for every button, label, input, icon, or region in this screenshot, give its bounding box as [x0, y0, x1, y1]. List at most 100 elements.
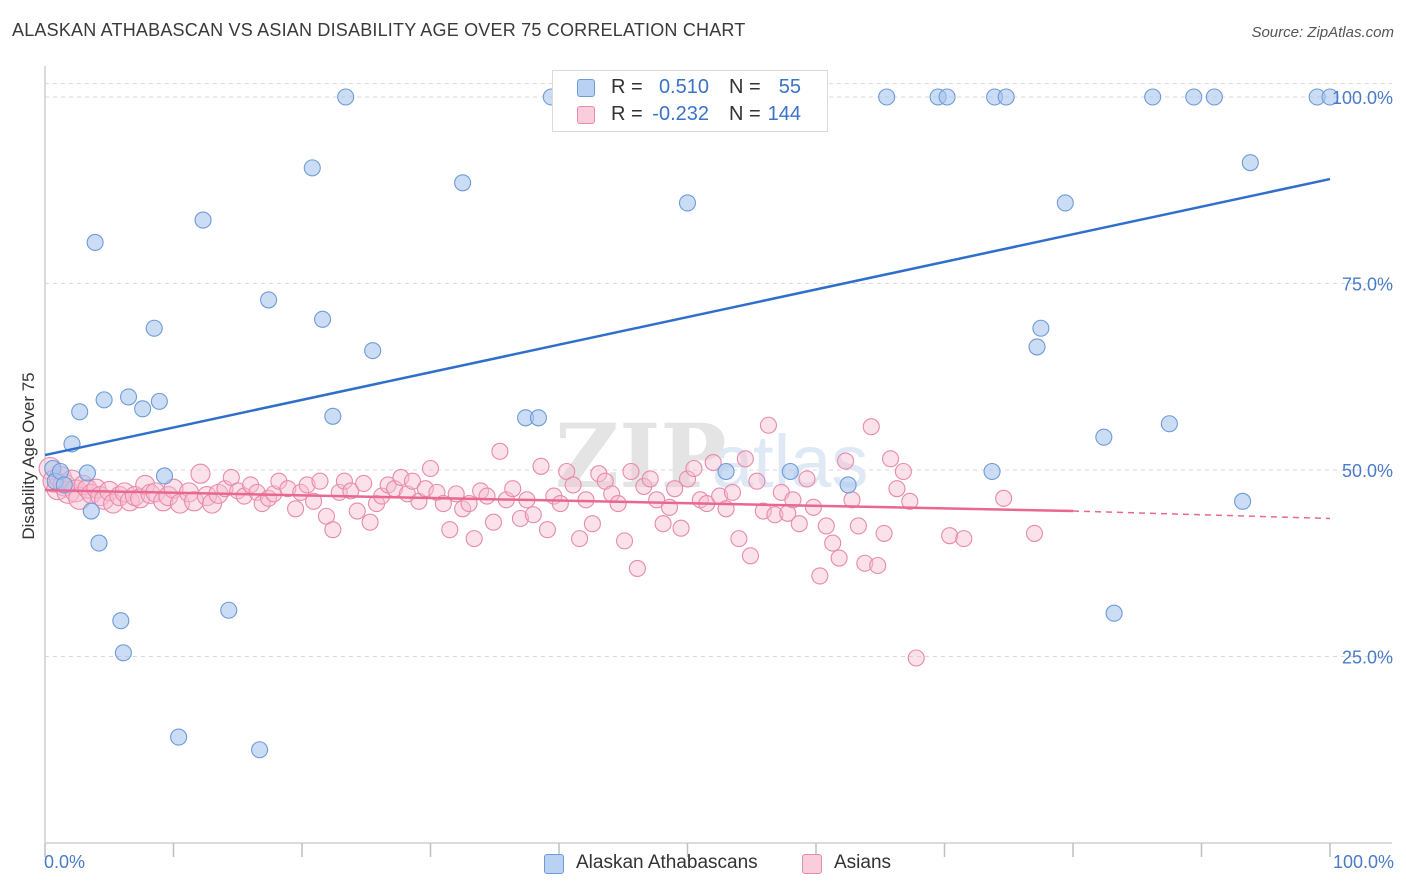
- asian-point: [361, 513, 379, 531]
- legend-swatch-pink: [577, 106, 595, 124]
- athabascan-point: [1241, 154, 1259, 172]
- athabascan-point: [71, 403, 89, 421]
- asian-point: [491, 442, 509, 460]
- asian-point: [311, 472, 329, 490]
- athabascan-point: [1095, 428, 1113, 446]
- athabascan-point: [95, 391, 113, 409]
- asian-point: [736, 450, 754, 468]
- asian-point: [609, 495, 627, 513]
- x-tick-max: 100.0%: [1332, 852, 1394, 872]
- legend-swatch-pink: [802, 854, 822, 874]
- asian-point: [798, 470, 816, 488]
- athabascan-point: [1105, 604, 1123, 622]
- asian-point: [628, 559, 646, 578]
- athabascan-point: [1205, 88, 1223, 106]
- asian-point: [324, 521, 342, 539]
- athabascan-point: [997, 88, 1015, 106]
- asian-point: [759, 416, 778, 434]
- athabascan-point: [78, 464, 96, 482]
- asian-point: [511, 509, 530, 528]
- asian-point: [678, 470, 697, 488]
- asian-point: [875, 524, 893, 542]
- athabascan-point: [303, 159, 321, 177]
- athabascan-point: [1234, 492, 1252, 510]
- asian-point: [403, 472, 422, 490]
- legend-r-label: R =: [611, 76, 643, 98]
- athabascan-point: [717, 462, 735, 481]
- chart-title: ALASKAN ATHABASCAN VS ASIAN DISABILITY A…: [12, 20, 746, 40]
- asian-point: [571, 530, 589, 548]
- asian-point: [824, 534, 842, 552]
- asian-point: [641, 470, 659, 488]
- legend-swatch-blue: [577, 79, 595, 97]
- asian-point: [888, 480, 906, 498]
- athabascan-point: [82, 502, 100, 520]
- athabascan-point: [260, 291, 278, 309]
- asian-point: [421, 459, 440, 478]
- asian-point: [305, 492, 323, 510]
- asian-point: [434, 495, 452, 513]
- asian-point: [672, 519, 690, 537]
- athabascan-point: [55, 476, 73, 494]
- asian-point: [348, 502, 366, 520]
- asian-point: [287, 500, 305, 518]
- asian-point: [894, 462, 912, 481]
- asian-point: [869, 556, 887, 575]
- athabascan-point: [529, 409, 547, 427]
- legend-n-value: 55: [778, 76, 801, 98]
- athabascan-point: [112, 612, 130, 630]
- asian-point: [504, 480, 522, 498]
- legend-n-label: N =: [729, 103, 761, 125]
- asian-point: [881, 450, 900, 468]
- athabascan-point: [1144, 88, 1162, 106]
- asian-point: [615, 532, 634, 550]
- legend-label: Alaskan Athabascans: [576, 852, 758, 873]
- athabascan-point: [251, 741, 269, 759]
- athabascan-point: [314, 310, 332, 328]
- athabascan-point: [155, 467, 174, 485]
- athabascan-point: [1028, 338, 1046, 356]
- asian-point: [130, 488, 151, 509]
- asian-point: [342, 482, 360, 500]
- asian-trendline-extension: [1072, 510, 1331, 520]
- legend-n-value: 144: [767, 103, 801, 125]
- alaskan-athabascans-points: [44, 88, 1339, 759]
- x-tick-min: 0.0%: [44, 852, 86, 872]
- asian-point: [484, 513, 503, 531]
- athabascan-point: [90, 534, 108, 552]
- asian-point: [723, 483, 742, 501]
- asian-point: [704, 453, 722, 472]
- athabascan-point: [1321, 88, 1339, 106]
- athabascan-point: [134, 400, 152, 418]
- asian-point: [730, 530, 748, 548]
- asians-points: [38, 416, 1043, 667]
- athabascan-point: [781, 462, 799, 481]
- source-label: Source: ZipAtlas.com: [1251, 24, 1394, 41]
- legend-row-athabascan: R = 0.510 N = 55: [553, 75, 827, 101]
- asian-point: [465, 530, 483, 548]
- y-tick-label: 75.0%: [1342, 275, 1393, 295]
- athabascan-point: [337, 88, 355, 106]
- athabascan-point: [194, 211, 212, 229]
- asian-point: [862, 418, 880, 436]
- correlation-legend: R = 0.510 N = 55 R = -0.232 N = 144: [552, 70, 828, 132]
- athabascan-point: [454, 174, 472, 192]
- legend-r-value: -0.232: [652, 103, 709, 125]
- athabascan-point: [1056, 194, 1074, 212]
- legend-r-label: R =: [611, 103, 643, 125]
- athabascan-point: [1185, 88, 1203, 106]
- y-tick-label: 50.0%: [1342, 461, 1393, 481]
- athabascan-point: [150, 392, 168, 410]
- asian-point: [784, 491, 802, 509]
- asian-point: [901, 492, 919, 510]
- asian-point: [583, 515, 601, 533]
- asian-point: [190, 463, 211, 484]
- athabascan-point: [220, 601, 238, 619]
- athabascan-point: [983, 462, 1001, 481]
- asian-point: [279, 480, 297, 498]
- athabascan-point: [678, 194, 697, 212]
- asian-point: [441, 521, 459, 539]
- asian-point: [622, 462, 640, 481]
- y-tick-labels: 25.0% 50.0% 75.0% 100.0%: [1332, 88, 1393, 668]
